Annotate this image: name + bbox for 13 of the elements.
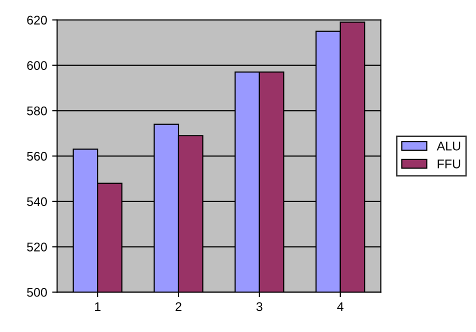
y-tick-label: 520 [27, 242, 47, 252]
x-tick-label: 1 [95, 302, 100, 311]
x-tick-label: 4 [337, 302, 344, 311]
y-tick-label: 540 [27, 197, 47, 206]
x-tick-label: 3 [256, 302, 262, 312]
y-tick-label: 500 [27, 288, 47, 297]
y-tick-label: 580 [27, 106, 47, 116]
y-tick-label: 620 [27, 16, 47, 25]
y-tick-label: 600 [27, 61, 47, 70]
y-tick-label: 560 [27, 152, 47, 161]
x-tick-label: 2 [176, 302, 182, 311]
legend-label: FFU [438, 160, 460, 168]
legend-label: ALU [436, 142, 460, 150]
